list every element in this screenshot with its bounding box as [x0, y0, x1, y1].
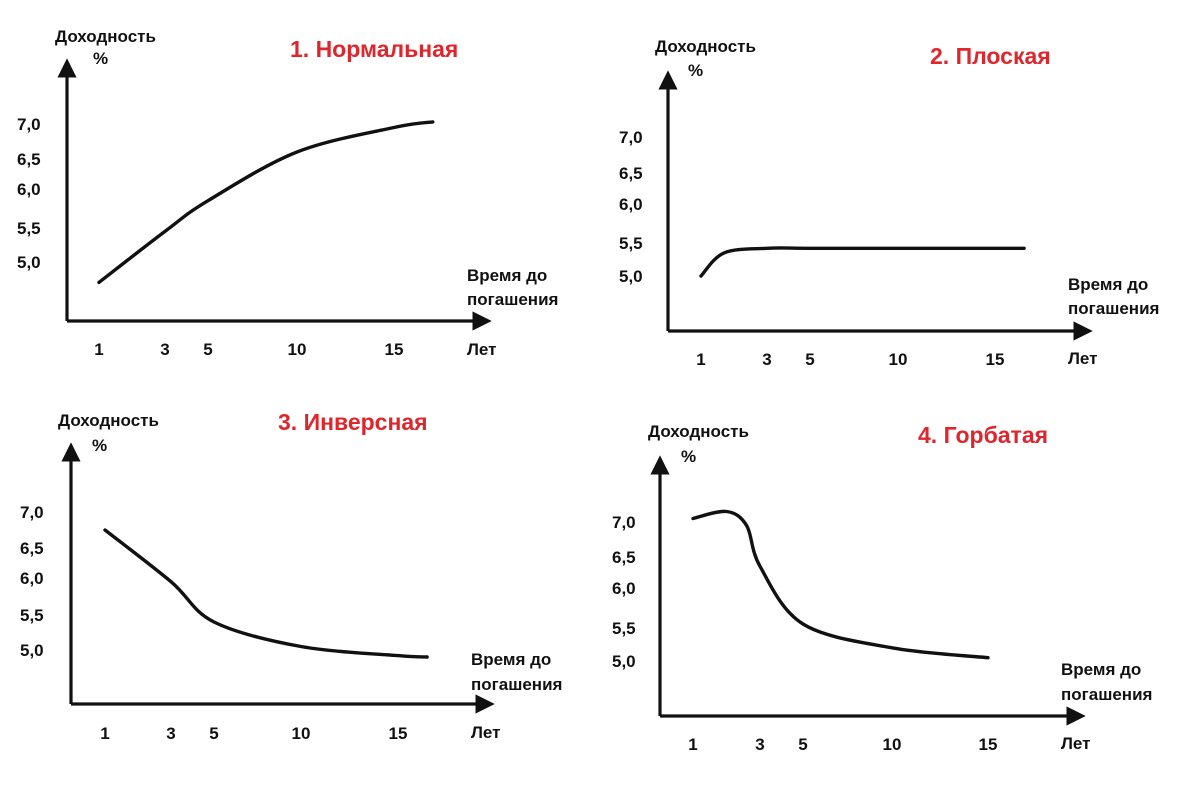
chart-title: 1. Нормальная: [290, 36, 458, 62]
y-tick-label: 7,0: [612, 513, 636, 532]
x-tick-label: 5: [203, 340, 212, 359]
x-tick-label: 3: [160, 340, 169, 359]
x-tick-label: 3: [762, 350, 771, 369]
x-tick-label: 15: [979, 735, 998, 754]
x-tick-label: 5: [805, 350, 814, 369]
y-tick-label: 6,5: [612, 548, 636, 567]
x-tick-label: 10: [883, 735, 902, 754]
x-axis-unit: Лет: [471, 723, 500, 742]
yield-curve-line: [691, 509, 990, 660]
y-tick-label: 5,0: [612, 652, 636, 671]
x-tick-label: 15: [389, 724, 408, 743]
x-tick-label: 1: [100, 724, 109, 743]
y-tick-label: 6,5: [619, 164, 643, 183]
x-axis-label-line1: Время до: [1068, 275, 1148, 294]
yield-chart-2: 2. Плоская Доходность% Время до погашения Ле…: [619, 37, 1159, 369]
x-axis-label-line2: погашения: [467, 290, 558, 309]
y-axis-label: Доходность: [55, 27, 156, 46]
x-tick-label: 1: [94, 340, 103, 359]
x-tick-label: 10: [288, 340, 307, 359]
x-axis-label-line1: Время до: [1061, 660, 1141, 679]
y-axis-unit: %: [688, 61, 703, 80]
x-axis-label-line2: погашения: [1061, 685, 1152, 704]
x-tick-label: 3: [166, 724, 175, 743]
y-tick-label: 6,0: [612, 579, 636, 598]
x-axis-label-line2: погашения: [1068, 299, 1159, 318]
yield-curve-line: [699, 246, 1026, 278]
y-tick-label: 6,0: [17, 180, 41, 199]
x-axis-unit: Лет: [1061, 734, 1090, 753]
y-tick-label: 5,0: [17, 253, 41, 272]
y-axis-unit: %: [93, 49, 108, 68]
y-tick-label: 5,0: [20, 641, 44, 660]
y-tick-label: 7,0: [20, 503, 44, 522]
y-axis-unit: %: [681, 447, 696, 466]
x-axis-unit: Лет: [467, 340, 496, 359]
yield-chart-3: 3. Инверсная Доходность% Время до погашения…: [20, 409, 562, 743]
y-tick-label: 5,5: [612, 619, 636, 638]
yield-chart-4: 4. Горбатая Доходность% Время до погашения Л…: [612, 422, 1152, 754]
x-tick-label: 10: [292, 724, 311, 743]
x-tick-label: 5: [209, 724, 218, 743]
x-axis-label-line2: погашения: [471, 675, 562, 694]
x-axis-label-line1: Время до: [467, 266, 547, 285]
x-axis-label-line1: Время до: [471, 650, 551, 669]
y-axis-label: Доходность: [58, 411, 159, 430]
y-tick-label: 5,0: [619, 267, 643, 286]
y-tick-label: 6,5: [20, 539, 44, 558]
y-tick-label: 5,5: [619, 234, 643, 253]
y-tick-label: 5,5: [17, 219, 41, 238]
y-axis-label: Доходность: [648, 422, 749, 441]
y-tick-label: 7,0: [619, 128, 643, 147]
x-tick-label: 1: [688, 735, 697, 754]
x-tick-label: 15: [986, 350, 1005, 369]
y-axis-unit: %: [92, 436, 107, 455]
x-axis-unit: Лет: [1068, 349, 1097, 368]
chart-title: 2. Плоская: [930, 43, 1051, 69]
y-tick-label: 5,5: [20, 606, 44, 625]
yield-chart-1: 1. Нормальная Доходность% Время до погашени…: [17, 27, 558, 359]
x-tick-label: 5: [798, 735, 807, 754]
yield-curve-line: [103, 528, 429, 659]
y-axis-label: Доходность: [655, 37, 756, 56]
yield-curve-line: [97, 120, 435, 285]
y-tick-label: 6,5: [17, 150, 41, 169]
x-tick-label: 15: [385, 340, 404, 359]
x-tick-label: 1: [696, 350, 705, 369]
chart-title: 4. Горбатая: [918, 422, 1048, 448]
x-tick-label: 10: [889, 350, 908, 369]
y-tick-label: 6,0: [619, 195, 643, 214]
x-tick-label: 3: [755, 735, 764, 754]
y-tick-label: 6,0: [20, 569, 44, 588]
y-tick-label: 7,0: [17, 115, 41, 134]
chart-title: 3. Инверсная: [278, 409, 428, 435]
